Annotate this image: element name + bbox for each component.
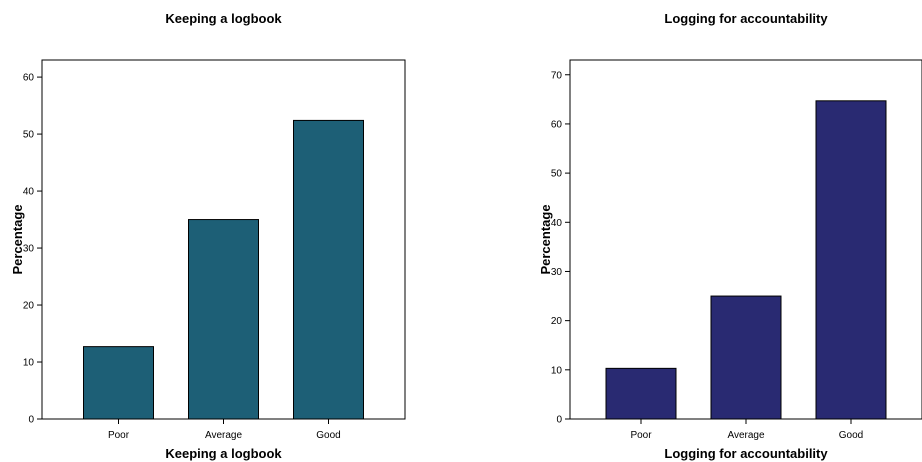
bar-average: [710, 295, 782, 420]
y-tick-label: 0: [556, 415, 562, 426]
x-tick-label: Good: [316, 430, 340, 441]
y-tick-label: 40: [551, 218, 563, 229]
chart-title: Logging for accountability: [664, 11, 828, 26]
y-tick-label: 60: [551, 119, 563, 130]
bar-average: [188, 219, 259, 420]
y-tick-label: 30: [23, 244, 35, 255]
y-tick-label: 10: [23, 358, 35, 369]
y-tick-label: 30: [551, 267, 563, 278]
y-tick-label: 20: [551, 316, 563, 327]
x-axis-title: Logging for accountability: [664, 446, 828, 461]
y-tick-label: 10: [551, 365, 563, 376]
y-axis-title: Percentage: [538, 204, 553, 274]
y-tick-label: 0: [28, 415, 34, 426]
y-tick-label: 50: [23, 130, 35, 141]
y-tick-label: 40: [23, 187, 35, 198]
x-axis-title: Keeping a logbook: [165, 446, 282, 461]
y-tick-label: 70: [551, 70, 563, 81]
y-axis-title: Percentage: [10, 204, 25, 274]
x-tick-label: Poor: [630, 430, 652, 441]
x-tick-label: Average: [205, 430, 243, 441]
y-tick-label: 50: [551, 169, 563, 180]
y-tick-label: 20: [23, 301, 35, 312]
chart-title: Keeping a logbook: [165, 11, 282, 26]
bar-good: [293, 119, 364, 420]
bar-poor: [605, 367, 677, 420]
x-tick-label: Poor: [108, 430, 130, 441]
chart-keeping-a-logbook: Keeping a logbook 0 10 20 30 40 50 60 Percentage…: [10, 11, 406, 461]
x-tick-label: Average: [727, 430, 765, 441]
x-tick-label: Good: [839, 430, 863, 441]
bar-good: [815, 100, 887, 420]
chart-logging-for-accountability: Logging for accountability 0 10 20 30 40 50 60 7…: [538, 11, 922, 461]
bar-poor: [83, 346, 154, 420]
y-tick-label: 60: [23, 73, 35, 84]
